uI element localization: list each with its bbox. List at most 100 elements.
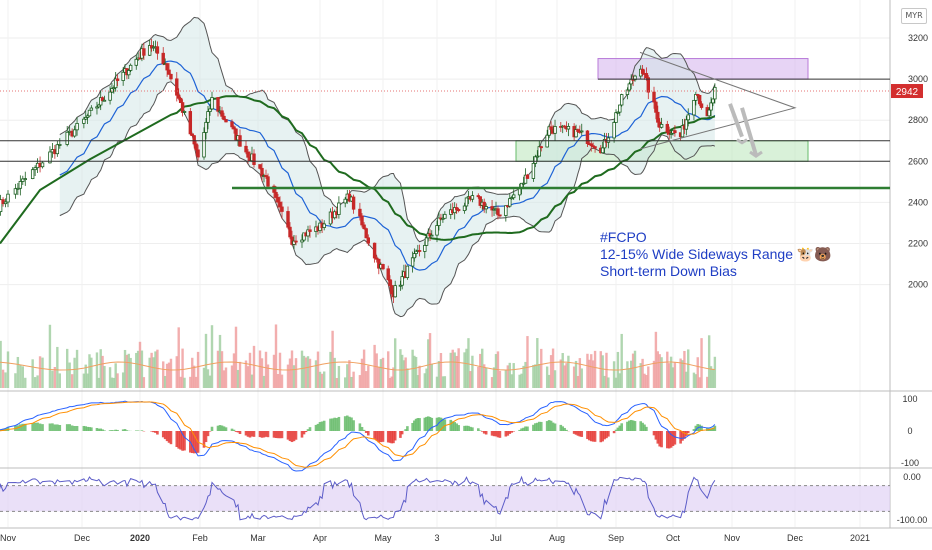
macd-hist <box>607 431 610 437</box>
candle-body <box>692 99 696 116</box>
candle-body <box>377 258 381 269</box>
macd-hist <box>314 424 318 431</box>
candle-body <box>234 128 238 141</box>
macd-hist <box>713 425 717 431</box>
macd-hist <box>551 422 555 431</box>
rsi-band <box>0 485 890 512</box>
volume-bar <box>443 376 447 388</box>
macd-hist <box>561 426 565 431</box>
volume-bar <box>423 373 427 388</box>
volume-bar <box>276 374 280 388</box>
candle-body <box>443 213 447 219</box>
price-tick: 2000 <box>908 280 928 290</box>
candle-body <box>65 131 69 145</box>
candle-body <box>87 109 92 117</box>
candle-body <box>102 99 107 102</box>
macd-hist <box>82 425 86 431</box>
candle-body <box>300 239 304 243</box>
volume-bar <box>331 330 334 388</box>
candle-body <box>294 240 298 243</box>
axes: 3200 3000 2800 2600 2400 2200 2000 100 0 -100 0.00… <box>0 33 928 543</box>
macd-hist <box>194 431 198 454</box>
macd-hist <box>99 428 103 431</box>
macd-hist <box>658 431 661 447</box>
candle-body <box>462 205 467 212</box>
macd-hist <box>101 429 104 431</box>
macd-hist <box>272 431 276 438</box>
volume-bar <box>129 357 132 388</box>
x-tick: Mar <box>250 533 266 543</box>
macd-hist <box>700 425 703 431</box>
volume-bar <box>191 357 194 388</box>
macd-hist <box>264 431 268 437</box>
candle-body <box>161 52 165 65</box>
candle-body <box>441 217 445 220</box>
macd-hist <box>393 431 397 441</box>
volume-bar <box>365 371 368 388</box>
candle-body <box>372 242 377 259</box>
macd-hist <box>316 423 320 431</box>
macd-hist <box>288 431 292 442</box>
candle-body <box>510 197 514 200</box>
volume-bar <box>135 352 138 388</box>
candle-body <box>398 284 403 287</box>
volume-bar <box>402 360 406 388</box>
macd-hist <box>386 431 390 443</box>
candle-body <box>620 94 624 106</box>
macd-hist <box>379 431 383 443</box>
volume-bar <box>222 370 226 388</box>
macd-hist <box>308 427 312 431</box>
volume-bar <box>668 363 671 388</box>
candle-body <box>180 102 185 113</box>
candle-body <box>112 87 116 90</box>
macd-hist <box>224 427 228 431</box>
volume-bar <box>576 375 580 388</box>
macd-hist <box>136 430 140 431</box>
volume-bar <box>484 367 488 388</box>
macd-hist <box>192 431 196 454</box>
macd-hist <box>471 427 474 431</box>
price-tick: 2800 <box>908 115 928 125</box>
volume-bar <box>264 351 268 388</box>
volume-bar <box>453 352 456 388</box>
volume-bar <box>218 334 222 388</box>
volume-bar <box>152 357 155 388</box>
volume-bar <box>154 351 157 388</box>
signal-line <box>0 401 716 468</box>
macd-hist <box>645 426 648 431</box>
currency-label[interactable]: MYR <box>901 8 927 24</box>
macd-hist <box>681 431 684 441</box>
macd-hist <box>360 426 364 431</box>
macd-hist <box>88 427 91 431</box>
volume-bar <box>520 373 523 388</box>
candle-body <box>16 187 20 190</box>
candle-body <box>266 176 270 187</box>
macd-hist <box>435 417 439 431</box>
volume-bar <box>508 362 511 388</box>
macd-hist <box>467 425 470 431</box>
volume-bar <box>167 362 171 388</box>
macd-hist <box>350 417 353 431</box>
candle-body <box>476 195 480 198</box>
macd-hist <box>601 431 604 442</box>
candle-body <box>142 48 146 56</box>
volume-bar <box>48 324 52 388</box>
candle-body <box>535 155 540 158</box>
macd-hist <box>508 431 512 434</box>
candle-body <box>633 75 637 81</box>
macd-hist <box>358 423 362 431</box>
candle-body <box>694 94 698 101</box>
candle-body <box>110 88 114 93</box>
volume-bar <box>38 356 42 388</box>
macd-hist <box>333 417 336 431</box>
volume-bar <box>163 375 167 388</box>
candle-body <box>591 145 595 148</box>
volume-bar <box>320 373 324 388</box>
candle-body <box>206 111 210 123</box>
candle-body <box>127 70 131 76</box>
macd-hist <box>346 415 349 431</box>
macd-hist <box>335 418 339 431</box>
candle-body <box>306 229 310 237</box>
volume-bar <box>390 376 393 388</box>
